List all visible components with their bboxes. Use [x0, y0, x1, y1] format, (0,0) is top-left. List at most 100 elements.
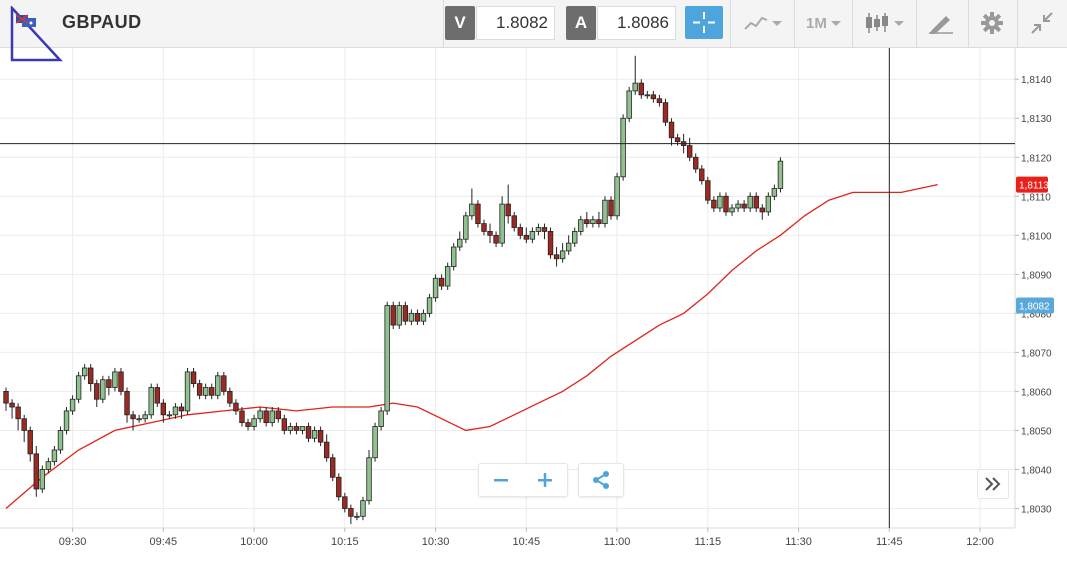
candle-down — [596, 211, 602, 228]
candle-body — [777, 160, 784, 189]
candle-body — [759, 207, 765, 213]
candle-up — [172, 403, 179, 419]
time-tick-label: 11:30 — [785, 536, 812, 548]
candle-body — [21, 418, 27, 431]
candle-body — [275, 410, 281, 420]
candle-up — [717, 192, 723, 212]
candle-down — [88, 364, 94, 392]
candle-body — [112, 371, 118, 388]
candle-down — [668, 118, 675, 146]
candle-down — [15, 403, 21, 431]
toolbar-divider — [443, 0, 444, 47]
candle-body — [251, 418, 257, 427]
time-tick-label: 10:00 — [240, 536, 268, 548]
candle-down — [608, 196, 614, 220]
candle-body — [239, 410, 245, 424]
candle-body — [106, 379, 112, 388]
moving-average-line — [5, 183, 938, 509]
ask-price[interactable]: 1.8086 — [597, 6, 676, 40]
candle-up — [384, 301, 390, 415]
candle-body — [366, 457, 372, 502]
candle-up — [142, 410, 148, 423]
chart-grid — [0, 48, 1015, 528]
candle-up — [360, 496, 366, 521]
current-price-label: 1,8113 — [1019, 181, 1049, 192]
ask-tag: A — [566, 6, 596, 40]
candle-body — [160, 402, 167, 416]
candle-body — [227, 391, 233, 404]
candle-body — [166, 414, 173, 417]
candle-down — [233, 399, 239, 415]
candle-body — [221, 375, 227, 392]
candle-body — [27, 430, 33, 455]
candle-up — [457, 231, 463, 251]
candle-body — [705, 180, 711, 201]
candle-up — [51, 446, 58, 466]
candle-body — [505, 203, 511, 217]
candle-body — [45, 461, 52, 470]
candle-up — [644, 90, 651, 99]
candle-up — [215, 371, 221, 400]
crosshair-button[interactable] — [685, 6, 723, 39]
price-tick-label: 1,8030 — [1021, 504, 1052, 515]
candle-down — [699, 165, 705, 185]
candle-body — [723, 195, 729, 213]
candle-up — [63, 407, 70, 435]
candle-body — [372, 426, 378, 459]
candle-body — [608, 199, 614, 217]
candle-down — [517, 223, 523, 240]
candle-body — [529, 231, 536, 240]
timeframe-button[interactable]: 1M — [806, 9, 841, 37]
candle-body — [693, 156, 699, 170]
candle-up — [378, 407, 384, 431]
scroll-to-latest-button[interactable] — [977, 469, 1009, 499]
candle-body — [650, 94, 657, 100]
share-button[interactable] — [578, 463, 624, 497]
settings-button[interactable] — [980, 9, 1004, 37]
candle-body — [457, 238, 463, 248]
crosshair-icon — [693, 12, 715, 33]
candle-body — [741, 203, 747, 209]
zoom-out-button[interactable] — [479, 464, 523, 496]
bid-price[interactable]: 1.8082 — [476, 6, 555, 40]
candle-up — [366, 449, 372, 505]
candle-body — [209, 387, 215, 396]
collapse-button[interactable] — [1030, 9, 1054, 37]
candle-up — [632, 55, 638, 95]
candle-body — [94, 383, 100, 400]
top-toolbar: GBPAUD V 1.8082 A 1.8086 1M — [0, 0, 1067, 62]
candle-body — [69, 398, 76, 412]
candlestick-icon — [866, 13, 888, 33]
candle-body — [632, 82, 638, 92]
candle-down — [293, 422, 300, 435]
candle-body — [348, 508, 354, 517]
price-tick-label: 1,8140 — [1021, 75, 1052, 86]
zoom-controls — [478, 463, 568, 497]
collapse-arrows-icon — [1031, 12, 1053, 34]
chart-type-button[interactable] — [744, 9, 782, 37]
candle-down — [263, 407, 269, 427]
candle-up — [299, 426, 306, 435]
candle-body — [245, 422, 251, 427]
candle-up — [81, 364, 88, 380]
candle-up — [602, 196, 608, 228]
price-chart[interactable]: 1,80301,80401,80501,80601,80701,80801,80… — [0, 48, 1067, 562]
candle-body — [9, 402, 15, 408]
candle-down — [178, 403, 185, 419]
candle-down — [686, 137, 693, 162]
candle-up — [777, 157, 784, 193]
candle-up — [202, 383, 209, 400]
candle-down — [209, 383, 215, 400]
candle-body — [287, 426, 294, 431]
candle-down — [3, 387, 9, 411]
drawing-tools-button[interactable] — [928, 9, 954, 37]
candle-style-button[interactable] — [864, 9, 904, 37]
candle-body — [590, 219, 596, 225]
candle-body — [317, 430, 324, 443]
zoom-in-button[interactable] — [523, 464, 567, 496]
candle-body — [342, 496, 348, 509]
price-tick-label: 1,8110 — [1021, 192, 1051, 203]
candle-up — [499, 196, 505, 248]
candle-down — [523, 227, 530, 244]
candle-body — [184, 371, 191, 412]
